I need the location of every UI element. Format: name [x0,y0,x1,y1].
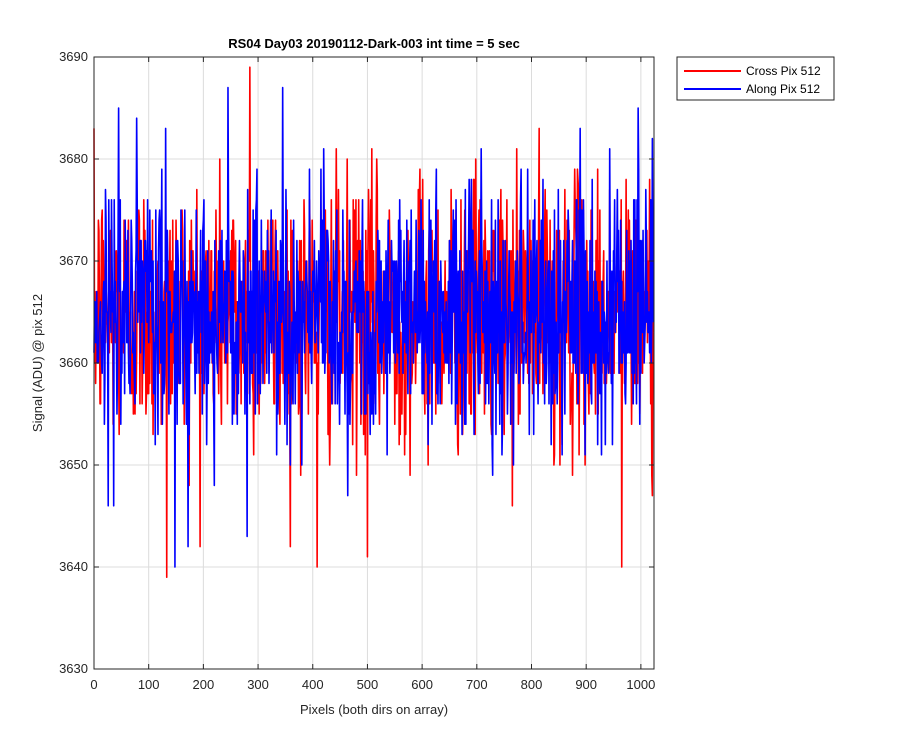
y-tick-label: 3630 [59,661,88,676]
x-tick-label: 700 [466,677,488,692]
y-tick-label: 3650 [59,457,88,472]
series-line-along [93,86,655,568]
x-ticks: 0 100 200 300 400 500 600 700 800 900 1000 [90,57,655,692]
x-tick-label: 200 [193,677,215,692]
x-tick-label: 100 [138,677,160,692]
y-tick-label: 3680 [59,151,88,166]
y-ticks: 3630 3640 3650 3660 3670 3680 3690 [59,49,654,676]
y-tick-label: 3690 [59,49,88,64]
legend: Cross Pix 512 Along Pix 512 [676,56,835,101]
legend-box [676,56,835,101]
x-tick-label: 500 [357,677,379,692]
x-tick-label: 800 [521,677,543,692]
legend-label-along: Along Pix 512 [746,82,820,96]
x-tick-label: 600 [411,677,433,692]
y-tick-label: 3670 [59,253,88,268]
series-layer [93,66,655,578]
x-axis-label: Pixels (both dirs on array) [300,702,448,717]
x-tick-label: 900 [575,677,597,692]
y-tick-label: 3660 [59,355,88,370]
x-tick-label: 1000 [626,677,655,692]
x-tick-label: 400 [302,677,324,692]
y-axis-label: Signal (ADU) @ pix 512 [30,294,45,432]
y-tick-label: 3640 [59,559,88,574]
x-tick-label: 300 [247,677,269,692]
legend-label-cross: Cross Pix 512 [746,64,821,78]
chart-title: RS04 Day03 20190112-Dark-003 int time = … [228,36,520,51]
x-tick-label: 0 [90,677,97,692]
